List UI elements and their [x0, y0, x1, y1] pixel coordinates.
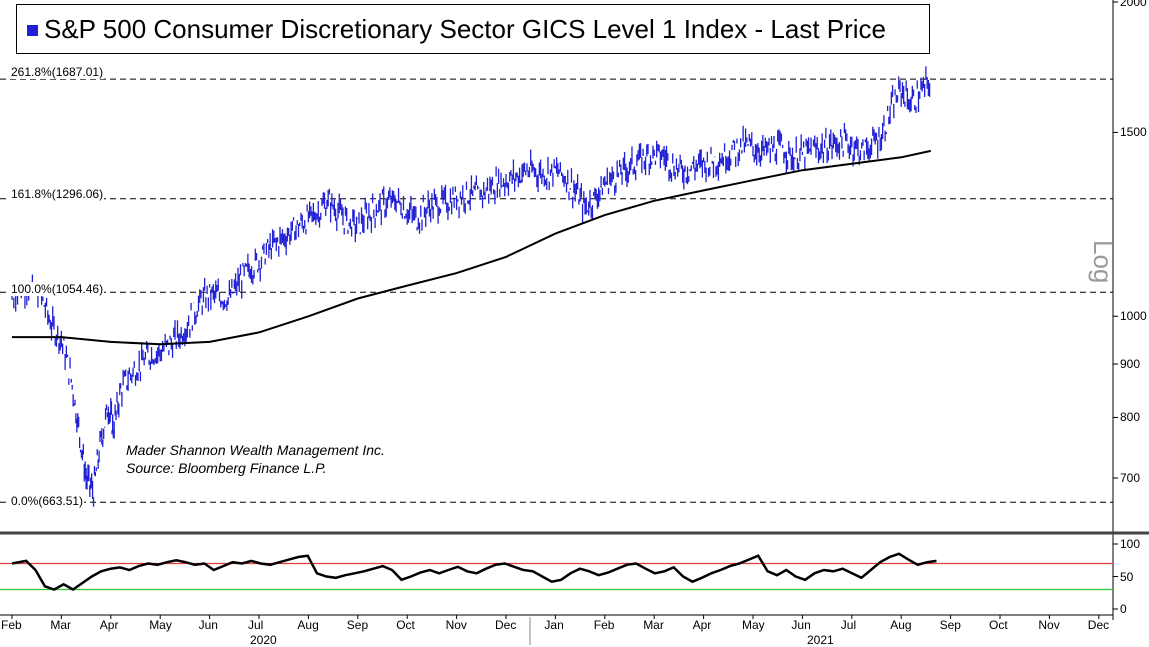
axes: [11, 1, 1118, 645]
y-tick-label: 2000: [1120, 0, 1147, 9]
oscillator-panel: [0, 562, 1113, 591]
fibonacci-lines: [0, 78, 1113, 503]
y-tick-label: 1000: [1120, 309, 1147, 324]
month-label: Feb: [593, 618, 615, 632]
price-series: [11, 66, 931, 507]
log-scale-label: Log: [1088, 240, 1118, 284]
fib-label-0: 0.0%(663.51): [10, 494, 85, 508]
credit-line-1: Mader Shannon Wealth Management Inc.: [126, 442, 385, 458]
osc-tick-label: 100: [1120, 537, 1141, 551]
month-label: Jan: [544, 618, 564, 632]
y-tick-label: 1500: [1120, 125, 1147, 140]
month-label: Nov: [445, 618, 467, 632]
series-color-square: [27, 24, 38, 36]
month-label: Mar: [50, 618, 72, 632]
y-tick-label: 700: [1120, 470, 1141, 485]
month-label: May: [742, 618, 765, 632]
chart-title-box: S&P 500 Consumer Discretionary Sector GI…: [16, 4, 930, 54]
month-label: Mar: [643, 618, 664, 632]
month-label: Sep: [939, 618, 961, 632]
year-label: 2020: [250, 633, 277, 647]
fib-label-100: 100.0%(1054.46): [10, 282, 105, 296]
month-label: May: [149, 618, 172, 632]
month-label: Dec: [1087, 618, 1110, 632]
month-label: Jul: [248, 618, 264, 632]
month-label: Feb: [1, 618, 22, 632]
y-tick-label: 800: [1120, 410, 1141, 425]
month-label: Jun: [198, 618, 218, 632]
year-label: 2021: [807, 633, 834, 647]
y-tick-label: 900: [1120, 357, 1141, 372]
oscillator-line: [11, 552, 937, 591]
fib-label-161: 161.8%(1296.06): [10, 187, 105, 201]
month-label: Sep: [346, 618, 369, 632]
month-label: Nov: [1038, 618, 1060, 632]
moving-average-line: [12, 149, 932, 346]
main-panel: [0, 0, 1149, 620]
month-label: Oct: [989, 618, 1008, 632]
month-label: Aug: [890, 618, 912, 632]
month-label: Dec: [495, 618, 517, 632]
osc-tick-label: 0: [1120, 602, 1127, 616]
credit-line-2: Source: Bloomberg Finance L.P.: [126, 460, 327, 476]
month-label: Apr: [99, 618, 119, 632]
month-label: Oct: [396, 618, 415, 632]
osc-tick-label: 50: [1120, 569, 1134, 584]
month-label: Apr: [692, 618, 712, 632]
month-label: Aug: [297, 618, 319, 632]
chart-title: S&P 500 Consumer Discretionary Sector GI…: [44, 13, 887, 44]
month-label: Jul: [840, 618, 857, 632]
fib-label-261: 261.8%(1687.01): [10, 65, 105, 79]
month-label: Jun: [791, 618, 811, 632]
